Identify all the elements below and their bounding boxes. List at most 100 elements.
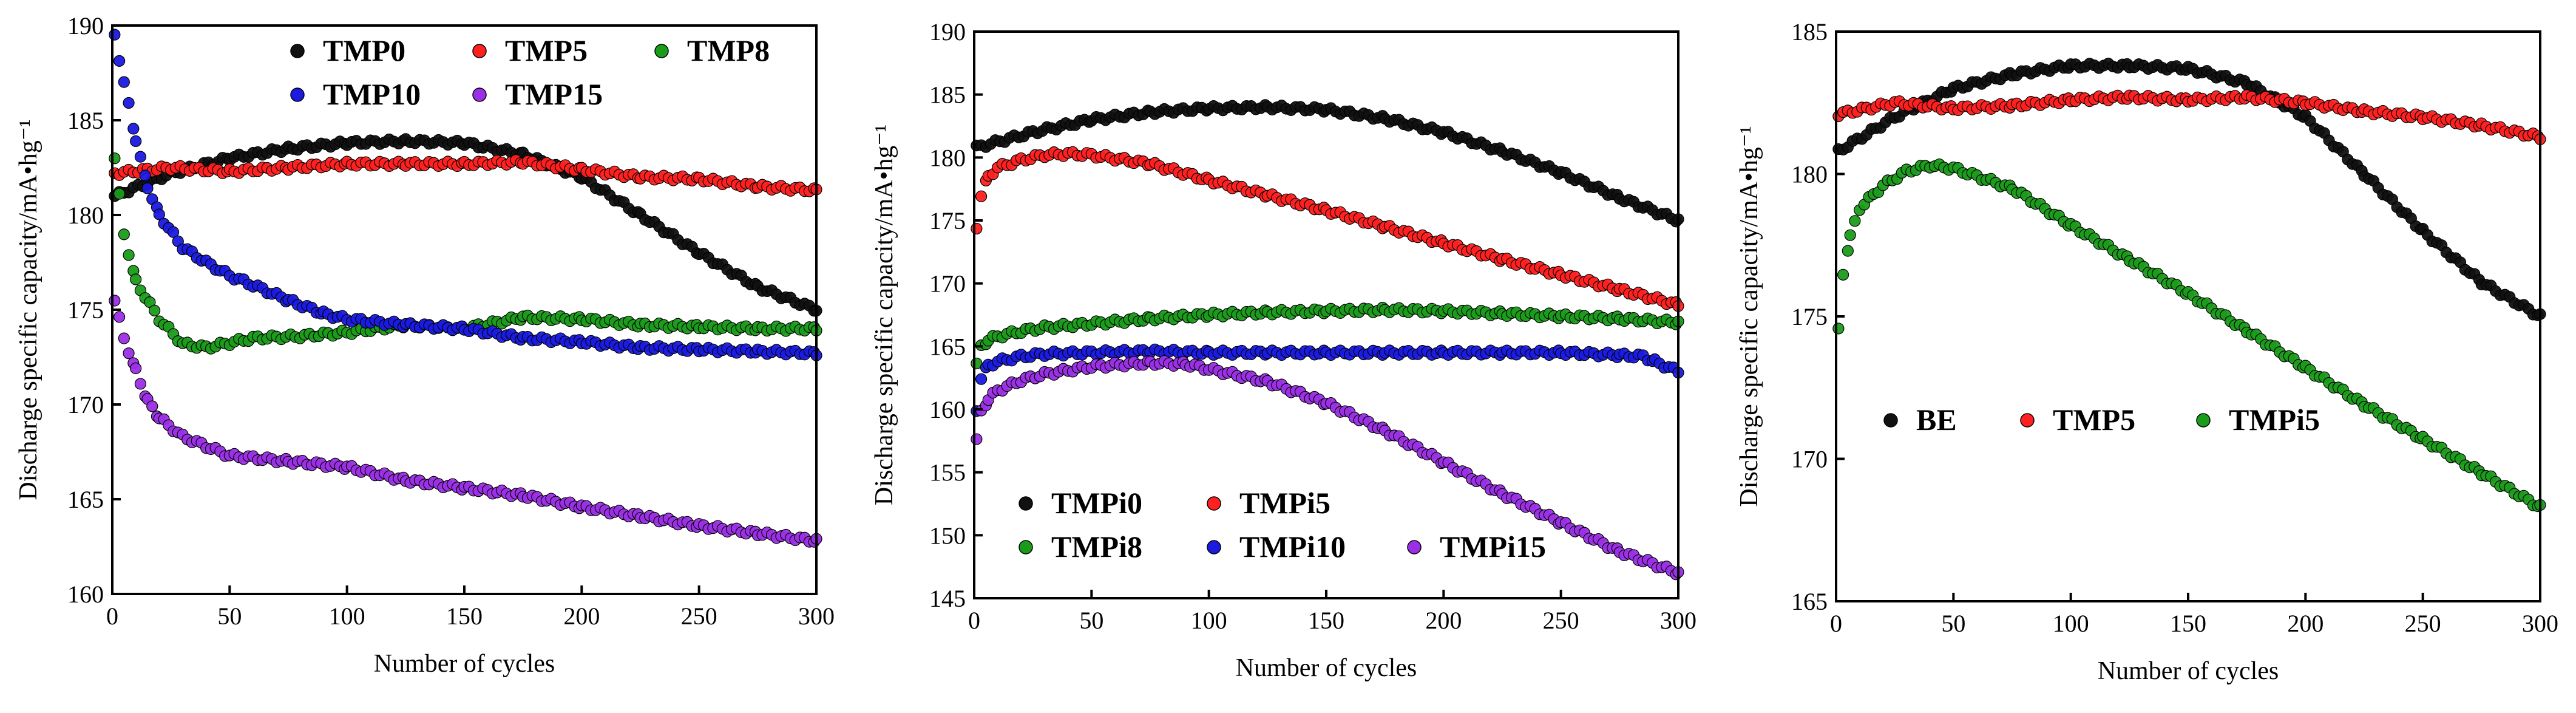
y-tick-label: 175 — [67, 296, 104, 324]
chart-panel-capacity-tmp: 0 50 100 150 200 250 300 160 165 170 175 180 185 190 N… — [15, 12, 835, 678]
data-points — [1832, 58, 2546, 513]
legend-item-tmp8: TMP8 — [654, 33, 770, 67]
legend-label: TMPi5 — [2229, 403, 2320, 437]
legend-item-tmpi15: TMPi15 — [1407, 530, 1546, 564]
data-point — [123, 249, 135, 261]
data-points — [109, 29, 822, 548]
x-axis-title: Number of cycles — [1236, 654, 1417, 682]
y-tick-label: 180 — [67, 202, 104, 229]
data-point — [146, 400, 158, 412]
data-point — [130, 362, 142, 375]
chart-panel-capacity-tmpi: 0 50 100 150 200 250 300 145 150 155 160 165 170 175 1… — [870, 18, 1696, 682]
legend-marker — [2020, 413, 2035, 428]
data-point — [114, 311, 126, 323]
y-tick-label: 175 — [1791, 303, 1828, 330]
x-tick-label: 250 — [1543, 607, 1579, 634]
y-tick-label: 170 — [1791, 446, 1828, 473]
x-tick-label: 0 — [106, 602, 118, 630]
x-tick-label: 300 — [1660, 607, 1696, 634]
x-tick-label: 0 — [1830, 610, 1842, 637]
series-tmpi8 — [971, 301, 1684, 370]
legend-marker — [1019, 496, 1033, 511]
data-point — [109, 29, 121, 41]
legend-item-tmpi0: TMPi0 — [1019, 486, 1142, 520]
data-point — [130, 135, 142, 148]
x-axis-title: Number of cycles — [374, 650, 555, 678]
y-tick-label: 185 — [67, 107, 104, 134]
legend-label: TMP5 — [505, 33, 588, 67]
x-tick-label: 250 — [681, 602, 717, 630]
legend-label: TMPi8 — [1051, 530, 1142, 564]
legend-marker — [1883, 413, 1898, 428]
legend: TMP0 TMP5 TMP8 TMP10 TMP15 — [290, 33, 770, 111]
legend-label: TMP0 — [323, 33, 405, 67]
data-point — [1832, 322, 1845, 335]
data-point — [130, 273, 142, 285]
series-tmpi5 — [971, 146, 1684, 312]
y-tick-label: 190 — [67, 12, 104, 39]
y-tick-label: 180 — [929, 144, 966, 171]
legend-marker — [472, 87, 487, 102]
data-point — [149, 304, 161, 316]
x-tick-label: 200 — [1425, 607, 1462, 634]
legend-marker — [1019, 540, 1033, 554]
chart-panel-capacity-be-comparison: 0 50 100 150 200 250 300 165 170 175 180 185 Number … — [1735, 18, 2558, 685]
data-point — [134, 378, 146, 390]
series-tmp10 — [109, 29, 822, 361]
plot-frame — [111, 24, 818, 595]
legend-item-tmp15: TMP15 — [472, 77, 603, 111]
data-point — [109, 295, 121, 307]
x-tick-label: 50 — [1079, 607, 1103, 634]
y-tick-label: 165 — [1791, 588, 1828, 615]
data-point — [139, 169, 151, 182]
x-tick-label: 150 — [2170, 610, 2206, 637]
legend-marker — [1207, 540, 1221, 554]
data-point — [141, 182, 154, 194]
data-point — [1844, 229, 1856, 241]
data-point — [127, 123, 140, 135]
y-tick-label: 160 — [67, 581, 104, 608]
legend-marker — [472, 44, 487, 58]
y-tick-label: 160 — [929, 396, 966, 423]
y-tick-label: 170 — [67, 391, 104, 418]
legend-item-tmp10: TMP10 — [290, 77, 421, 111]
y-tick-label: 185 — [929, 81, 966, 109]
y-tick-label: 180 — [1791, 161, 1828, 188]
legend-item-be: BE — [1883, 403, 1957, 437]
x-tick-label: 300 — [798, 602, 835, 630]
legend-label: TMPi0 — [1051, 486, 1142, 520]
x-tick-label: 200 — [2287, 610, 2323, 637]
legend-label: TMP8 — [687, 33, 770, 67]
series-tmp15 — [109, 295, 822, 548]
legend-item-tmpi10: TMPi10 — [1207, 530, 1346, 564]
data-points — [971, 99, 1684, 581]
legend-label: BE — [1916, 403, 1957, 437]
legend-item-tmp5: TMP5 — [472, 33, 588, 67]
legend-label: TMPi5 — [1239, 486, 1330, 520]
series-tmp0 — [109, 133, 822, 317]
data-point — [134, 151, 146, 163]
x-tick-label: 300 — [2522, 610, 2558, 637]
x-tick-label: 50 — [1941, 610, 1965, 637]
y-tick-label: 170 — [929, 270, 966, 298]
legend-marker — [1407, 540, 1422, 554]
series-tmpi10 — [971, 343, 1684, 417]
series-tmp5 — [1832, 89, 2546, 145]
legend-marker — [1207, 496, 1221, 511]
x-tick-label: 0 — [968, 607, 980, 634]
y-axis-title: Discharge specific capacity/mA•hg⁻¹ — [870, 125, 898, 505]
data-point — [114, 188, 126, 200]
y-tick-label: 165 — [67, 486, 104, 513]
x-tick-label: 100 — [1191, 607, 1227, 634]
legend-item-tmp0: TMP0 — [290, 33, 405, 67]
x-tick-label: 200 — [563, 602, 600, 630]
legend-marker — [2196, 413, 2211, 428]
legend-label: TMP5 — [2053, 403, 2135, 437]
data-point — [975, 373, 988, 385]
data-point — [118, 76, 130, 88]
data-point — [153, 208, 165, 220]
data-point — [1837, 268, 1849, 281]
legend-marker — [654, 44, 669, 58]
legend-item-tmpi5: TMPi5 — [2196, 403, 2320, 437]
